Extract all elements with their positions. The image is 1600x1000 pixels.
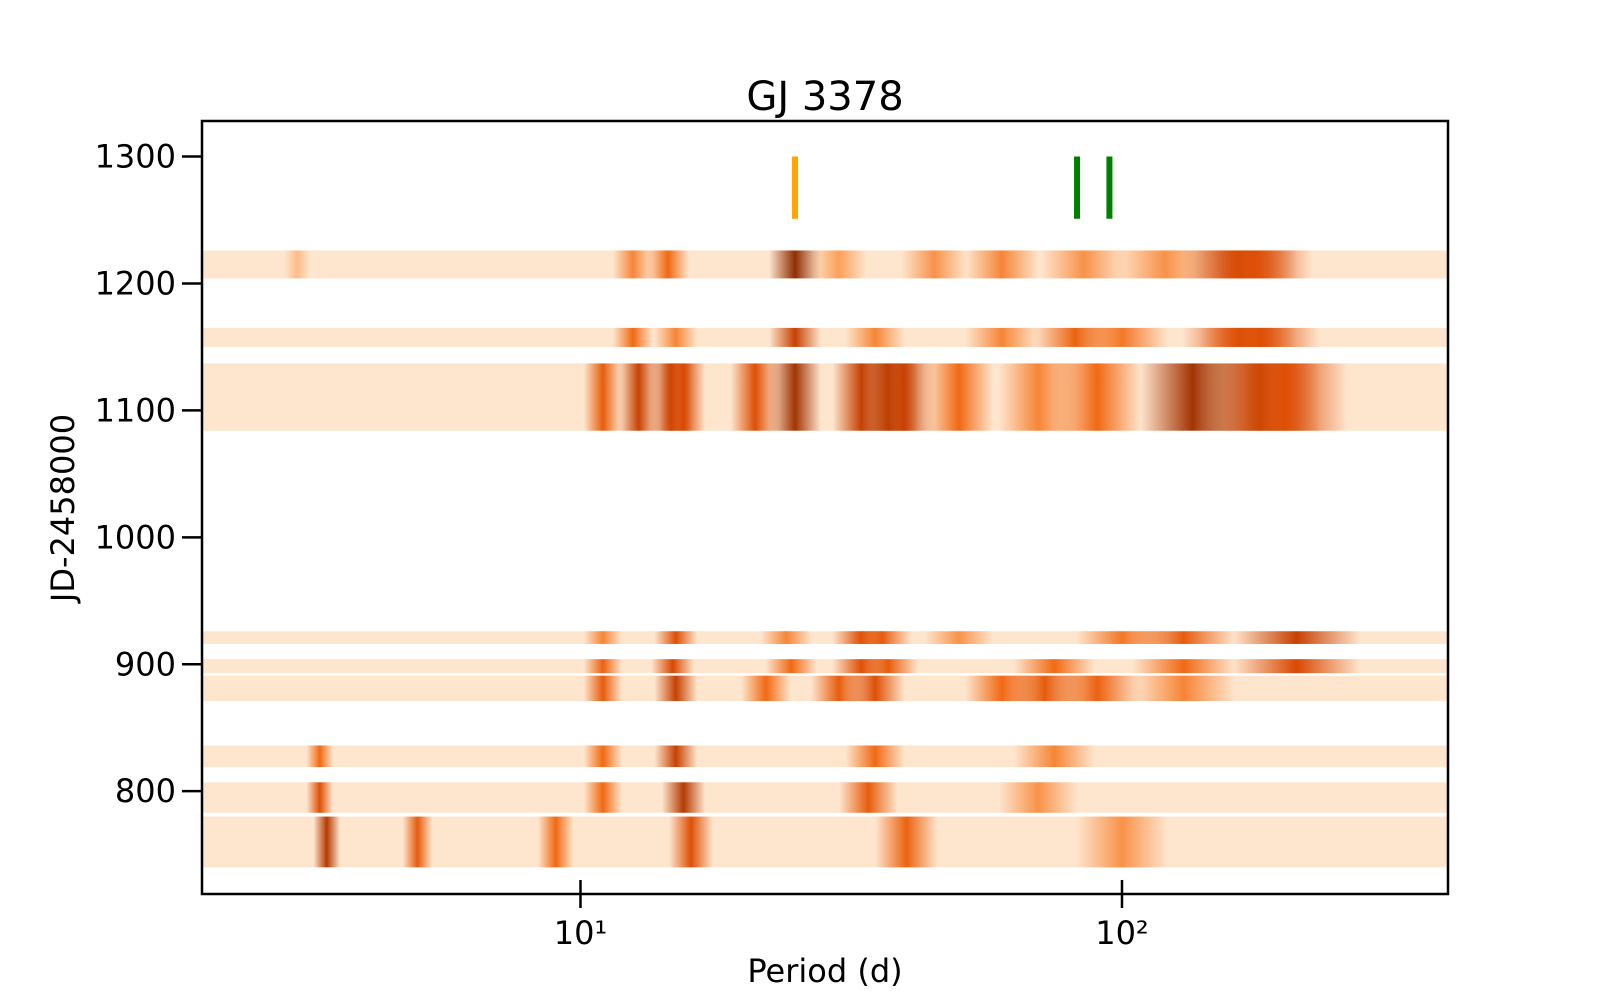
periodogram-peak	[964, 250, 1039, 279]
periodogram-peak	[313, 816, 341, 868]
periodogram-peak	[1075, 816, 1168, 868]
periodogram-peak	[612, 250, 654, 279]
periodogram-peak	[964, 327, 1039, 347]
periodogram-peak	[924, 631, 994, 644]
y-tick-label: 1200	[95, 264, 176, 302]
periodogram-peak	[1075, 327, 1168, 347]
periodogram-peak	[583, 659, 623, 674]
periodogram-peak	[583, 631, 623, 644]
periodogram-peak	[845, 745, 905, 768]
periodogram-peak	[845, 675, 905, 702]
periodogram-peak	[924, 363, 994, 431]
x-tick-label: 10²	[1095, 914, 1149, 952]
periodogram-peak	[769, 327, 821, 347]
periodogram-peak	[402, 816, 433, 868]
periodogram-peak	[838, 782, 898, 813]
periodogram-peak	[765, 659, 818, 674]
periodogram-peak	[661, 363, 706, 431]
periodogram-peak	[1132, 659, 1236, 674]
periodogram-peak	[537, 816, 574, 868]
periodogram-peak	[583, 675, 623, 702]
periodogram-peak	[872, 363, 935, 431]
periodogram-peak	[1132, 675, 1236, 702]
periodogram-peak	[651, 659, 695, 674]
periodogram-peak	[741, 675, 791, 702]
periodogram-peak	[654, 745, 698, 768]
band	[202, 782, 1448, 813]
periodogram-peak	[284, 250, 311, 279]
periodogram-peak	[583, 745, 623, 768]
periodogram-peak	[1232, 659, 1361, 674]
periodogram-peak	[1013, 659, 1095, 674]
periodogram-peak	[1053, 363, 1142, 431]
periodogram-peak	[760, 631, 812, 644]
periodogram-peak	[306, 782, 334, 813]
periodogram-peak	[661, 782, 706, 813]
periodogram-peak	[1200, 327, 1320, 347]
periodogram-peak	[998, 782, 1078, 813]
periodogram-peak	[654, 327, 698, 347]
x-axis-label: Period (d)	[747, 952, 902, 990]
periodogram-peak	[654, 675, 698, 702]
periodogram-peak	[1194, 250, 1313, 279]
periodogram-peak	[583, 782, 623, 813]
y-tick-label: 900	[115, 645, 176, 683]
y-tick-label: 1100	[95, 391, 176, 429]
periodogram-peak	[306, 745, 334, 768]
chart-title: GJ 3378	[746, 74, 903, 120]
y-tick-label: 1000	[95, 518, 176, 556]
periodogram-peak	[901, 250, 968, 279]
periodogram-peak	[851, 631, 912, 644]
plot-frame	[200, 119, 1450, 896]
y-tick-label: 800	[115, 772, 176, 810]
x-tick-label: 10¹	[554, 914, 608, 952]
periodogram-peak	[1040, 250, 1127, 279]
y-axis-label: JD-2458000	[44, 414, 82, 604]
periodogram-peak	[646, 250, 690, 279]
periodogram-peak	[875, 816, 938, 868]
periodogram-peak	[1053, 675, 1142, 702]
periodogram-peak	[654, 631, 698, 644]
periodogram-peak	[669, 816, 714, 868]
y-tick-label: 1300	[95, 138, 176, 176]
periodogram-peak	[845, 327, 905, 347]
periodogram-peak	[1132, 631, 1236, 644]
periodogram-peak	[769, 363, 821, 431]
band	[202, 816, 1448, 868]
periodogram-peak	[1013, 745, 1095, 768]
plot-area	[202, 250, 1448, 868]
periodogram-peak	[612, 327, 654, 347]
periodogram-peak	[810, 250, 867, 279]
periodogram-peak	[1232, 631, 1361, 644]
periodogram-peak	[583, 363, 623, 431]
band	[202, 745, 1448, 768]
periodogram-peak	[1222, 363, 1348, 431]
periodogram-peak	[857, 659, 919, 674]
